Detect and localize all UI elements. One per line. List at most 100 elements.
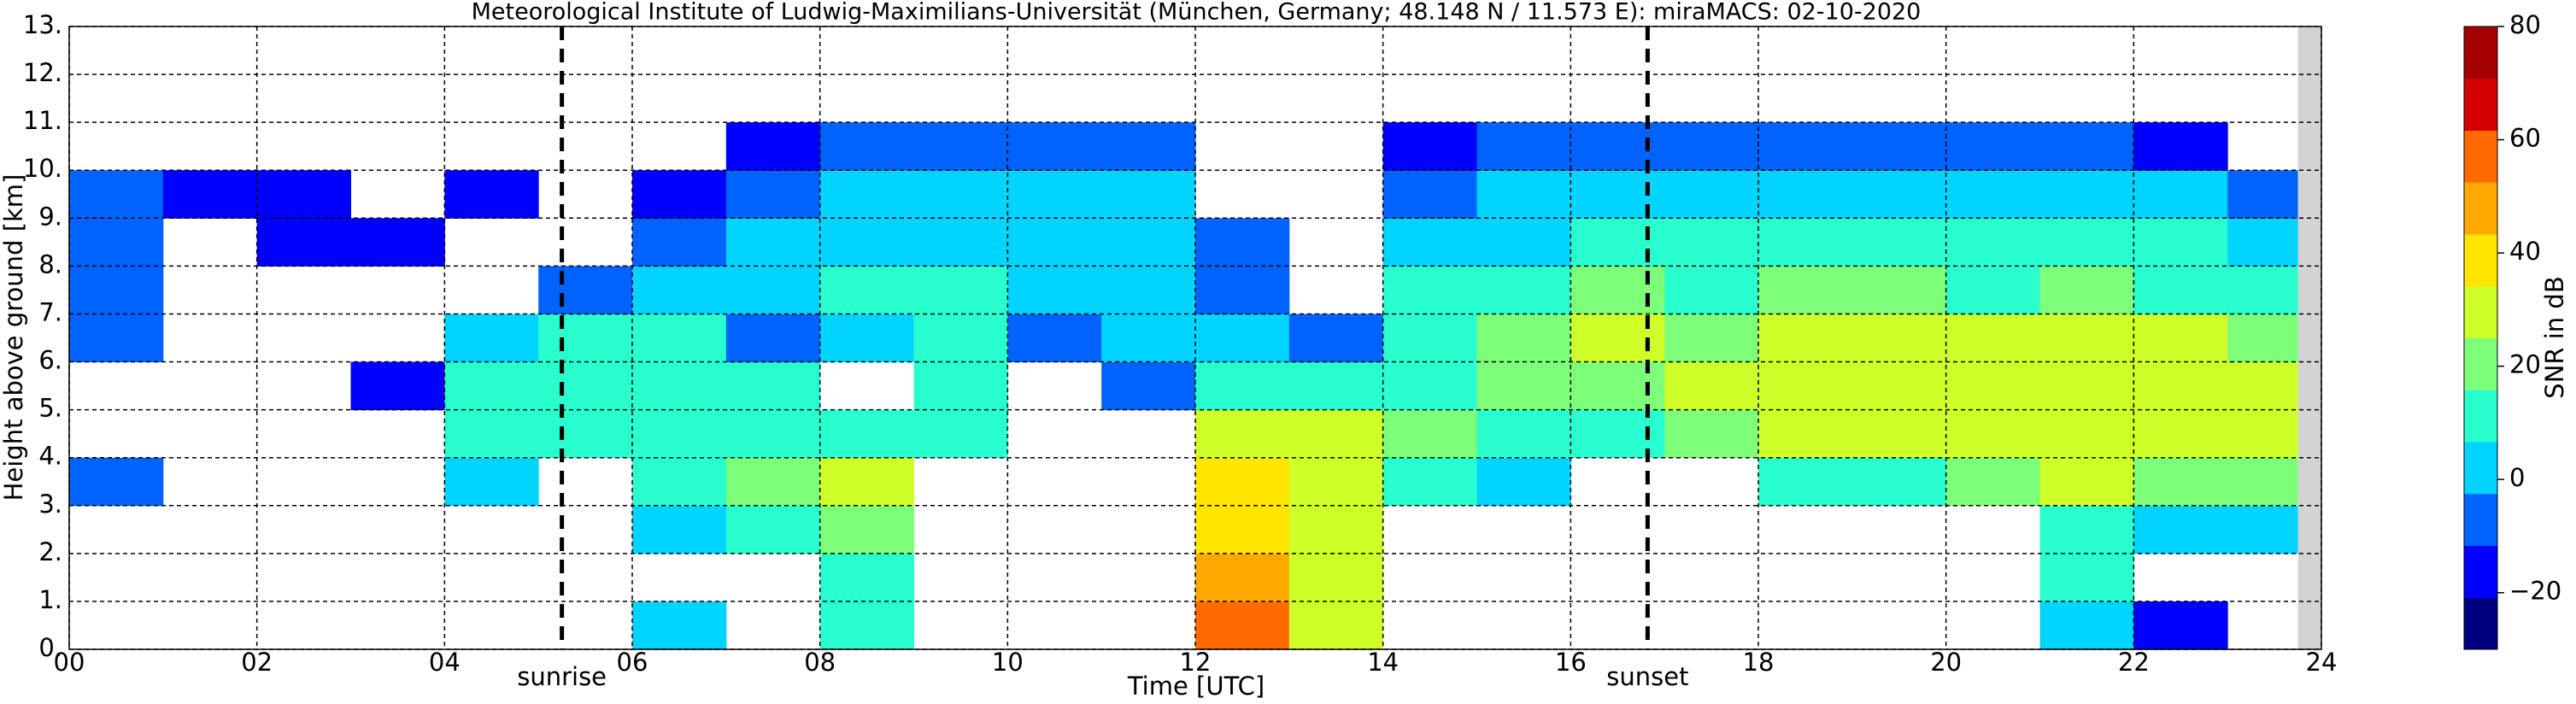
cell — [1664, 314, 1759, 363]
cell — [1382, 122, 1477, 171]
colorbar-frame — [2463, 26, 2498, 650]
cell — [350, 361, 445, 411]
cell — [1851, 170, 1947, 219]
cell — [1851, 218, 1947, 267]
cell — [632, 266, 727, 314]
cell — [1382, 170, 1477, 219]
cell — [2039, 266, 2134, 314]
cell — [444, 170, 539, 219]
cell — [1382, 218, 1477, 267]
x-tick-label: 08 — [804, 648, 836, 677]
colorbar-segment — [2464, 78, 2497, 131]
cell — [1945, 409, 2040, 459]
colorbar-segment — [2464, 337, 2497, 390]
cell — [1101, 266, 1196, 314]
cell — [725, 457, 821, 507]
cell — [1570, 361, 1665, 411]
cell — [1101, 170, 1196, 219]
cell — [1101, 314, 1196, 363]
cell — [69, 170, 164, 219]
cell — [1945, 218, 2040, 267]
cell — [2133, 361, 2228, 411]
cell — [2039, 409, 2134, 459]
cell — [69, 314, 164, 363]
chart-title: Meteorological Institute of Ludwig-Maxim… — [472, 0, 1922, 26]
cell — [538, 314, 633, 363]
y-tick-label: 10. — [23, 154, 62, 183]
cell — [2039, 553, 2134, 602]
cell — [1570, 266, 1665, 314]
cell — [1101, 218, 1196, 267]
cell — [1664, 170, 1759, 219]
cell — [819, 505, 914, 554]
cell — [1288, 361, 1384, 411]
cell — [913, 170, 1008, 219]
cell — [1758, 170, 1853, 219]
cell — [1945, 170, 2040, 219]
cell — [1570, 314, 1665, 363]
cell — [538, 361, 633, 411]
cell — [2133, 122, 2228, 171]
cell — [819, 409, 914, 459]
cell — [1195, 601, 1290, 650]
cell — [1476, 409, 1571, 459]
cell — [2039, 601, 2134, 650]
cell — [632, 409, 727, 459]
cell — [725, 361, 821, 411]
cell — [1288, 601, 1384, 650]
cell — [913, 361, 1008, 411]
y-tick-label: 5. — [38, 394, 62, 423]
y-tick-label: 11. — [23, 106, 62, 135]
cell — [1570, 170, 1665, 219]
x-tick-label: 24 — [2306, 648, 2338, 677]
cell — [1007, 266, 1102, 314]
sun-label: sunrise — [517, 662, 607, 691]
cell — [1664, 218, 1759, 267]
cell — [1195, 218, 1290, 267]
colorbar-segment — [2464, 390, 2497, 443]
cell — [1664, 361, 1759, 411]
cell — [1382, 361, 1477, 411]
colorbar-segment — [2464, 493, 2497, 546]
cell — [2039, 122, 2134, 171]
x-tick-label: 12 — [1180, 648, 1212, 677]
sun-label: sunset — [1606, 662, 1688, 691]
colorbar-segment — [2464, 442, 2497, 495]
cell — [819, 553, 914, 602]
colorbar-tick-label: 0 — [2509, 463, 2525, 492]
cell — [819, 314, 914, 363]
cell — [1664, 266, 1759, 314]
cell — [1664, 409, 1759, 459]
cell — [1476, 122, 1571, 171]
cell — [1664, 122, 1759, 171]
cell — [1851, 361, 1947, 411]
cell — [1288, 409, 1384, 459]
colorbar-tick-label: 20 — [2509, 350, 2541, 379]
cell — [350, 218, 445, 267]
cell — [1758, 122, 1853, 171]
cell — [913, 409, 1008, 459]
cell — [1007, 218, 1102, 267]
cell — [725, 170, 821, 219]
cell — [1945, 457, 2040, 507]
cell — [2133, 314, 2228, 363]
cell — [1382, 314, 1477, 363]
colorbar-tick-label: 60 — [2509, 124, 2541, 153]
cell — [632, 314, 727, 363]
colorbar-segment — [2464, 285, 2497, 338]
cell — [444, 314, 539, 363]
cell — [256, 218, 351, 267]
cell — [1758, 218, 1853, 267]
cell — [2133, 170, 2228, 219]
cell — [819, 601, 914, 650]
cell — [1570, 218, 1665, 267]
x-axis-label: Time [UTC] — [1127, 672, 1265, 701]
cell — [2133, 218, 2228, 267]
cell — [725, 266, 821, 314]
cell — [1945, 314, 2040, 363]
cell — [1195, 553, 1290, 602]
cell — [1570, 122, 1665, 171]
y-tick-label: 2. — [38, 537, 62, 566]
y-tick-label: 9. — [38, 202, 62, 231]
